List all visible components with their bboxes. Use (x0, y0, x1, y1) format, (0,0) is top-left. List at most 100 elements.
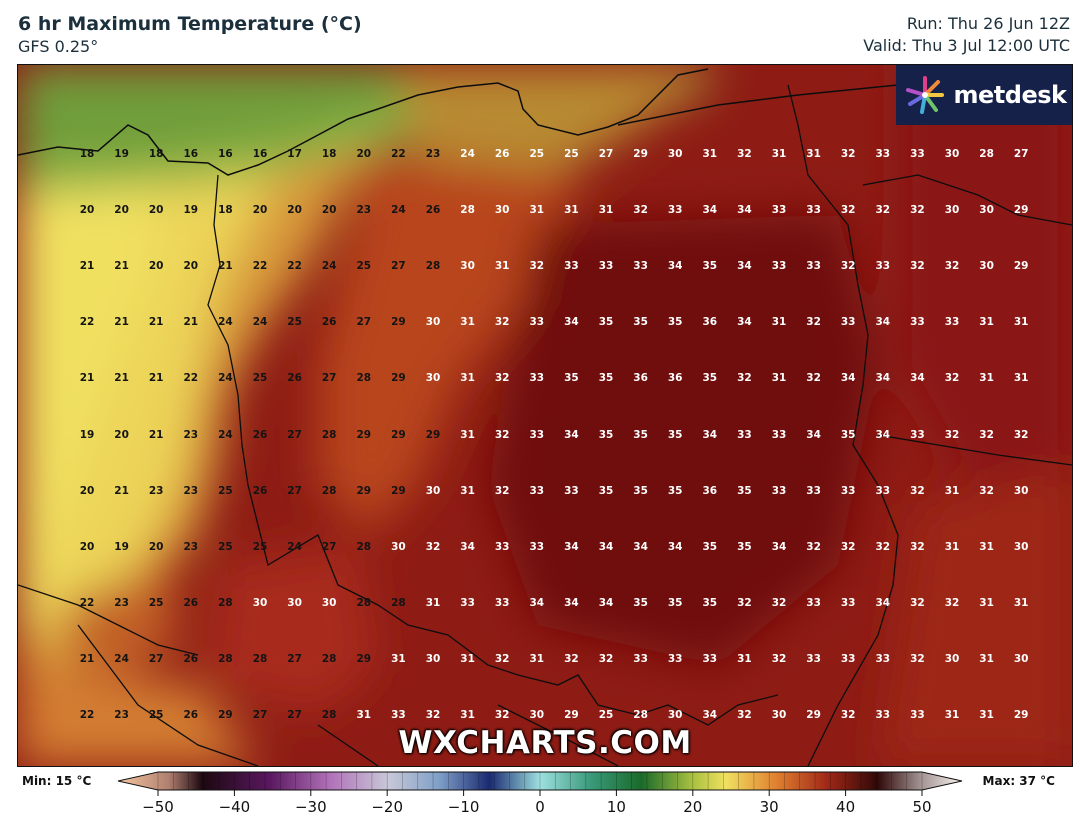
temperature-value: 36 (702, 316, 718, 329)
temperature-value: 20 (148, 260, 164, 273)
temperature-value: 23 (425, 148, 441, 160)
temperature-value: 30 (425, 652, 441, 665)
temperature-value: 32 (737, 709, 752, 721)
temperature-value: 33 (598, 260, 614, 273)
temperature-value: 27 (287, 484, 302, 497)
temperature-value: 31 (425, 596, 441, 609)
temperature-value: 24 (391, 204, 406, 217)
temperature-value: 20 (183, 260, 199, 273)
temperature-value: 35 (702, 372, 718, 385)
wxcharts-watermark: WXCHARTS.COM (398, 725, 692, 761)
temperature-value: 32 (875, 540, 891, 553)
temperature-value: 32 (875, 204, 891, 217)
temperature-value: 27 (356, 316, 372, 329)
temperature-value: 31 (771, 316, 787, 329)
temperature-value: 32 (979, 428, 994, 441)
temperature-value: 28 (218, 652, 233, 665)
temperature-value: 33 (771, 260, 787, 273)
temperature-value: 34 (598, 596, 614, 609)
temperature-value: 32 (1013, 428, 1029, 441)
temperature-value: 31 (806, 148, 821, 160)
temperature-value: 35 (702, 540, 718, 553)
temperature-value: 25 (218, 484, 233, 497)
temperature-value: 33 (667, 204, 683, 217)
temperature-value: 32 (944, 428, 960, 441)
temperature-value: 25 (252, 540, 268, 553)
temperature-value: 32 (737, 596, 752, 609)
temperature-value: 31 (460, 709, 475, 721)
temperature-value: 32 (425, 540, 441, 553)
temperature-value: 30 (1013, 652, 1029, 665)
temperature-value: 33 (840, 316, 856, 329)
temperature-value: 33 (529, 372, 545, 385)
temperature-value: 33 (494, 540, 510, 553)
temperature-value: 21 (114, 372, 129, 385)
temperature-value: 35 (633, 316, 648, 329)
temperature-value: 33 (771, 428, 787, 441)
temperature-value: 29 (218, 709, 233, 721)
temperature-value: 25 (564, 148, 579, 160)
temperature-value: 34 (737, 316, 752, 329)
temperature-value: 28 (356, 540, 372, 553)
temperature-value: 26 (183, 652, 199, 665)
temperature-value: 30 (1013, 540, 1029, 553)
temperature-value: 30 (252, 596, 268, 609)
temperature-value: 34 (737, 204, 752, 217)
temperature-value: 33 (875, 709, 891, 721)
temperature-value: 28 (356, 372, 372, 385)
temperature-value: 32 (633, 204, 648, 217)
temperature-value: 25 (148, 596, 164, 609)
temperature-map[interactable]: 18 19 18 16 16 16 17 18 20 22 23 24 26 25 25 27 29 30 31 32… (17, 64, 1073, 767)
temperature-value: 26 (494, 148, 510, 160)
temperature-value: 21 (114, 484, 129, 497)
temperature-value: 31 (460, 428, 475, 441)
temperature-value: 21 (79, 260, 95, 273)
colorbar-tick-label: −30 (294, 798, 327, 816)
temperature-value: 25 (529, 148, 545, 160)
temperature-value: 31 (944, 484, 960, 497)
temperature-value: 33 (771, 484, 787, 497)
temperature-value: 33 (391, 709, 406, 721)
temperature-value: 35 (667, 484, 683, 497)
temperature-value: 31 (494, 260, 510, 273)
temperature-value: 30 (667, 148, 683, 160)
temperature-value: 35 (737, 484, 752, 497)
temperature-value: 27 (287, 709, 302, 721)
temperature-value: 30 (391, 540, 406, 553)
temperature-value: 28 (425, 260, 441, 273)
temperature-value: 28 (321, 652, 337, 665)
temperature-value: 35 (737, 540, 752, 553)
temperature-value: 33 (875, 652, 891, 665)
colorbar-tick-label: 0 (535, 798, 545, 816)
temperature-value: 34 (875, 596, 891, 609)
temperature-value: 32 (979, 484, 994, 497)
colorbar-tick-label: 10 (606, 798, 626, 816)
temperature-value: 35 (598, 372, 614, 385)
temperature-value: 28 (321, 484, 337, 497)
temperature-value: 27 (252, 709, 268, 721)
temperature-value: 35 (667, 596, 683, 609)
temperature-value: 20 (356, 148, 372, 160)
temperature-value: 21 (148, 428, 164, 441)
temperature-value: 26 (252, 428, 268, 441)
temperature-value: 30 (425, 372, 441, 385)
temperature-value: 32 (737, 372, 752, 385)
colorbar-tick-label: −10 (447, 798, 480, 816)
metdesk-logo[interactable]: metdesk (896, 65, 1072, 125)
temperature-value: 32 (494, 652, 510, 665)
temperature-value: 23 (183, 540, 199, 553)
colorbar: Min: 15 °C (0, 768, 1088, 833)
temperature-value: 22 (183, 372, 199, 385)
temperature-value: 29 (391, 428, 406, 441)
temperature-value: 36 (633, 372, 648, 385)
temperature-value: 33 (564, 484, 579, 497)
temperature-value: 34 (667, 540, 683, 553)
temperature-value: 22 (79, 316, 95, 329)
map-background (18, 65, 1072, 766)
temperature-value: 28 (979, 148, 994, 160)
temperature-value: 32 (944, 596, 960, 609)
temperature-value: 33 (806, 260, 821, 273)
temperature-value: 30 (425, 316, 441, 329)
temperature-value: 32 (840, 148, 856, 160)
temperature-value: 31 (979, 372, 994, 385)
